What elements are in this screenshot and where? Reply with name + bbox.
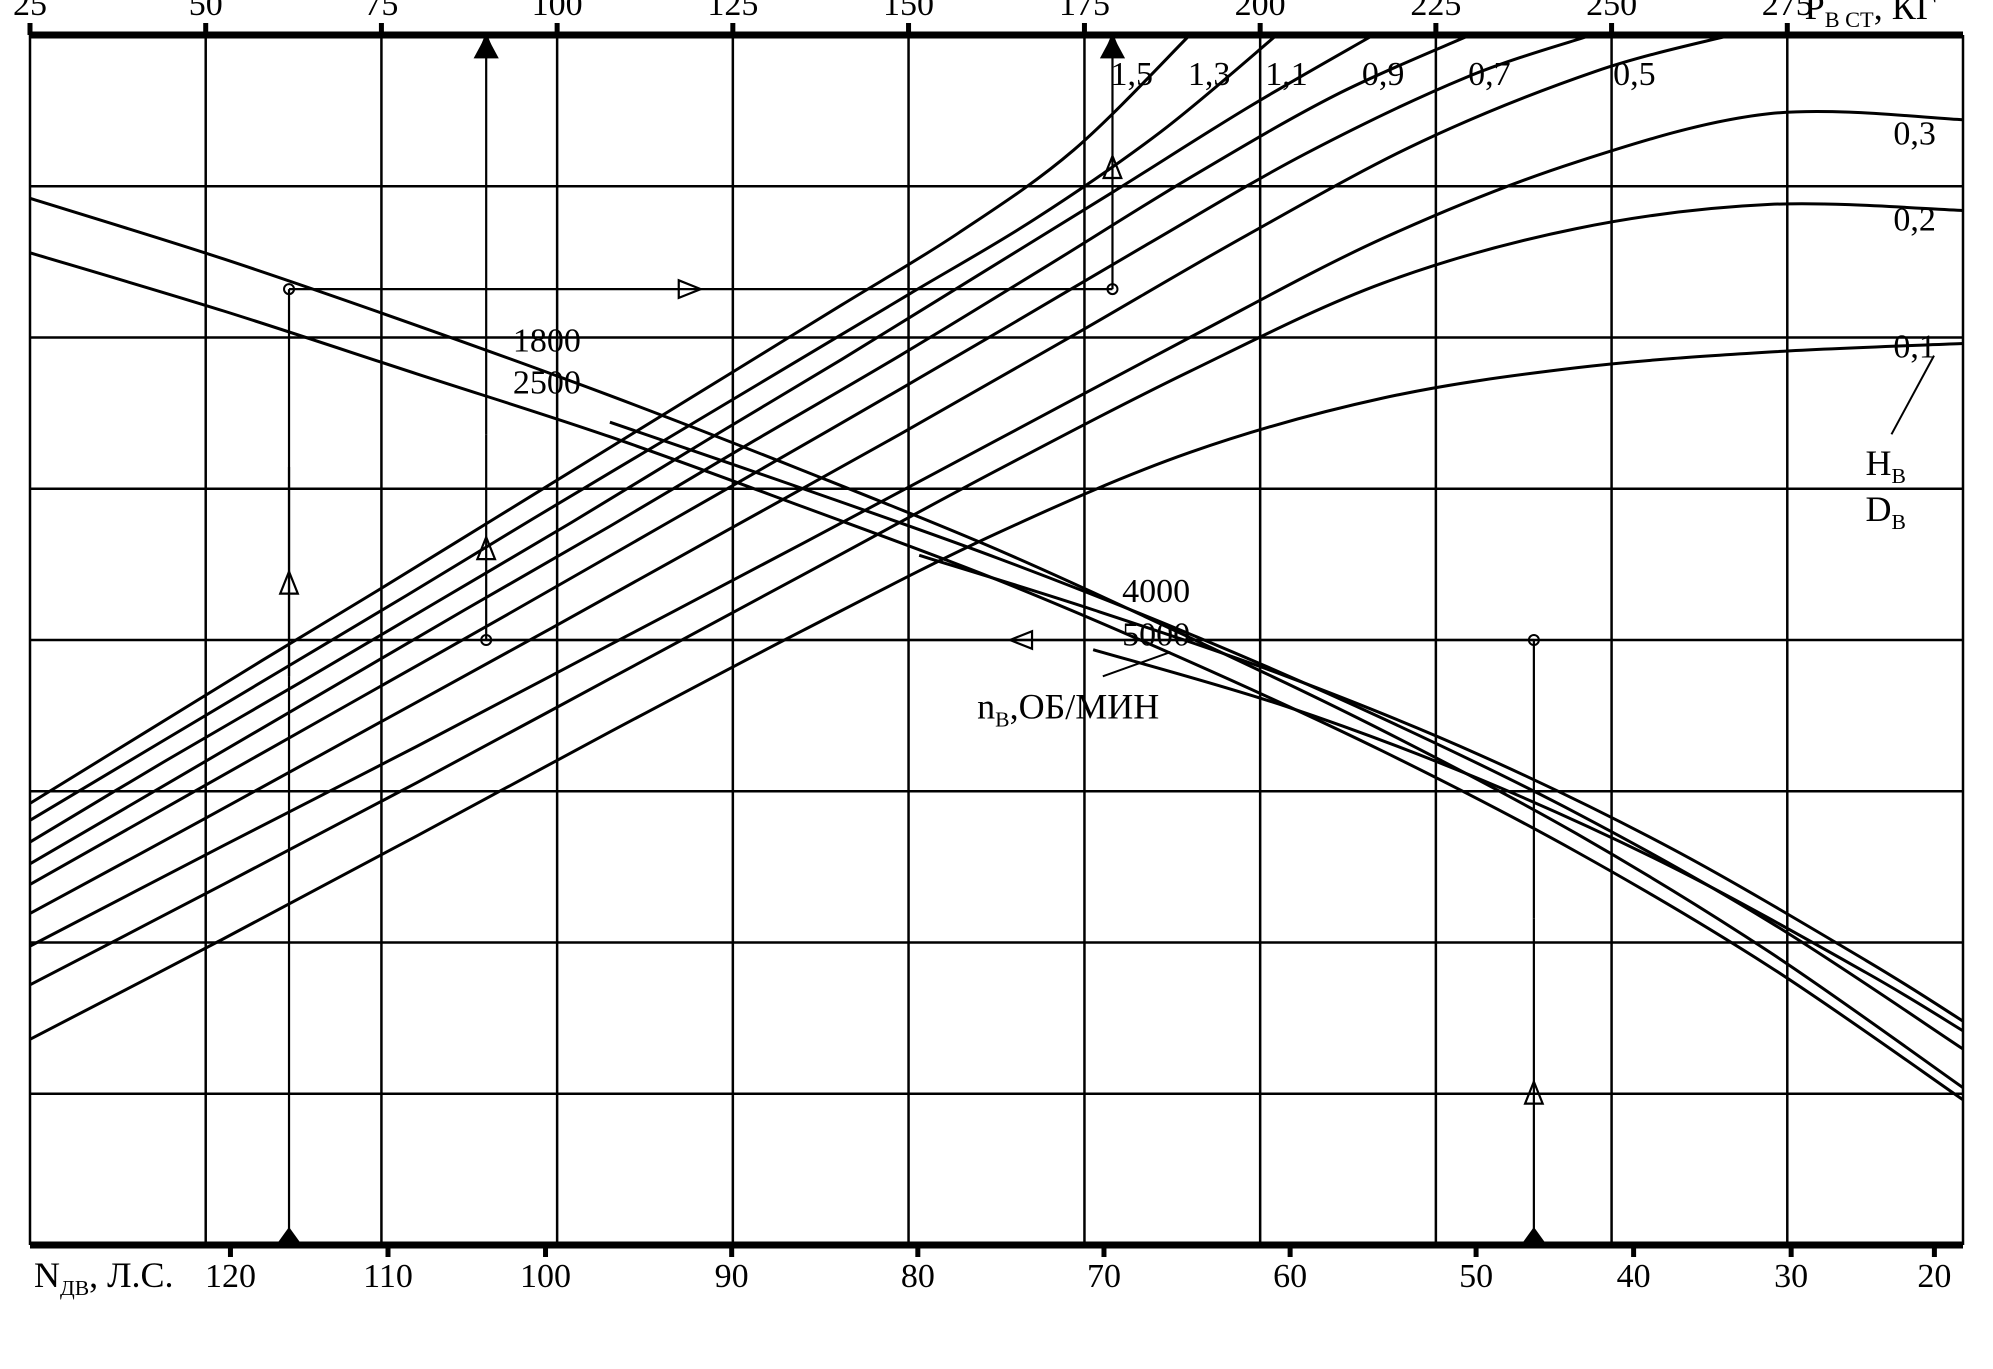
svg-text:50: 50 xyxy=(1459,1258,1493,1295)
svg-text:175: 175 xyxy=(1059,0,1110,23)
svg-text:NДВ, Л.С.: NДВ, Л.С. xyxy=(34,1255,174,1300)
svg-text:50: 50 xyxy=(189,0,223,23)
svg-text:110: 110 xyxy=(363,1258,413,1295)
svg-text:70: 70 xyxy=(1087,1258,1121,1295)
svg-text:200: 200 xyxy=(1235,0,1286,23)
svg-text:120: 120 xyxy=(205,1258,256,1295)
chart-svg: 255075100125150175200225250275РВ СТ, КГ1… xyxy=(0,0,1993,1369)
svg-text:75: 75 xyxy=(364,0,398,23)
svg-text:100: 100 xyxy=(532,0,583,23)
nomogram-chart: 255075100125150175200225250275РВ СТ, КГ1… xyxy=(0,0,1993,1369)
svg-text:0,3: 0,3 xyxy=(1893,115,1936,152)
svg-text:0,5: 0,5 xyxy=(1613,56,1656,93)
svg-text:250: 250 xyxy=(1586,0,1637,23)
svg-text:0,9: 0,9 xyxy=(1362,56,1405,93)
svg-text:80: 80 xyxy=(901,1258,935,1295)
svg-text:225: 225 xyxy=(1410,0,1461,23)
svg-text:100: 100 xyxy=(520,1258,571,1295)
svg-text:125: 125 xyxy=(707,0,758,23)
svg-text:0,2: 0,2 xyxy=(1893,201,1936,238)
svg-text:30: 30 xyxy=(1774,1258,1808,1295)
svg-text:25: 25 xyxy=(13,0,47,23)
svg-text:20: 20 xyxy=(1917,1258,1951,1295)
svg-text:4000: 4000 xyxy=(1122,573,1190,610)
svg-text:90: 90 xyxy=(715,1258,749,1295)
svg-text:1,3: 1,3 xyxy=(1188,56,1231,93)
svg-text:40: 40 xyxy=(1617,1258,1651,1295)
svg-text:1,1: 1,1 xyxy=(1265,56,1308,93)
svg-text:1800: 1800 xyxy=(513,322,581,359)
svg-text:60: 60 xyxy=(1273,1258,1307,1295)
svg-text:0,1: 0,1 xyxy=(1893,328,1936,365)
svg-text:2500: 2500 xyxy=(513,365,581,402)
svg-text:5000: 5000 xyxy=(1122,616,1190,653)
svg-text:0,7: 0,7 xyxy=(1468,56,1511,93)
svg-text:1,5: 1,5 xyxy=(1111,56,1154,93)
svg-text:150: 150 xyxy=(883,0,934,23)
